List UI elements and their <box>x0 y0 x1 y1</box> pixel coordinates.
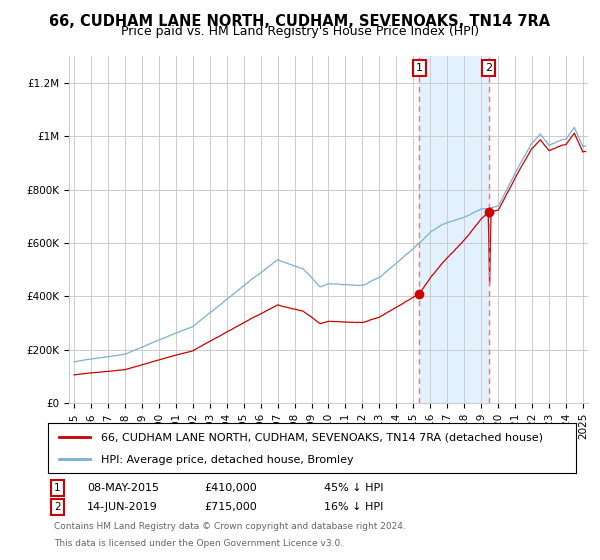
Text: 2: 2 <box>485 63 493 73</box>
Bar <box>419 56 489 403</box>
Text: £715,000: £715,000 <box>204 502 257 512</box>
Text: 1: 1 <box>416 63 423 73</box>
Text: 08-MAY-2015: 08-MAY-2015 <box>87 483 159 493</box>
Text: 14-JUN-2019: 14-JUN-2019 <box>87 502 158 512</box>
Text: Contains HM Land Registry data © Crown copyright and database right 2024.: Contains HM Land Registry data © Crown c… <box>54 522 406 531</box>
Text: £410,000: £410,000 <box>204 483 257 493</box>
Text: 2: 2 <box>54 502 61 512</box>
Text: 66, CUDHAM LANE NORTH, CUDHAM, SEVENOAKS, TN14 7RA: 66, CUDHAM LANE NORTH, CUDHAM, SEVENOAKS… <box>49 14 551 29</box>
Text: 45% ↓ HPI: 45% ↓ HPI <box>324 483 383 493</box>
Text: 16% ↓ HPI: 16% ↓ HPI <box>324 502 383 512</box>
Text: HPI: Average price, detached house, Bromley: HPI: Average price, detached house, Brom… <box>101 455 353 465</box>
Text: 1: 1 <box>54 483 61 493</box>
Text: 66, CUDHAM LANE NORTH, CUDHAM, SEVENOAKS, TN14 7RA (detached house): 66, CUDHAM LANE NORTH, CUDHAM, SEVENOAKS… <box>101 433 543 443</box>
Text: Price paid vs. HM Land Registry's House Price Index (HPI): Price paid vs. HM Land Registry's House … <box>121 25 479 38</box>
Text: This data is licensed under the Open Government Licence v3.0.: This data is licensed under the Open Gov… <box>54 539 343 548</box>
